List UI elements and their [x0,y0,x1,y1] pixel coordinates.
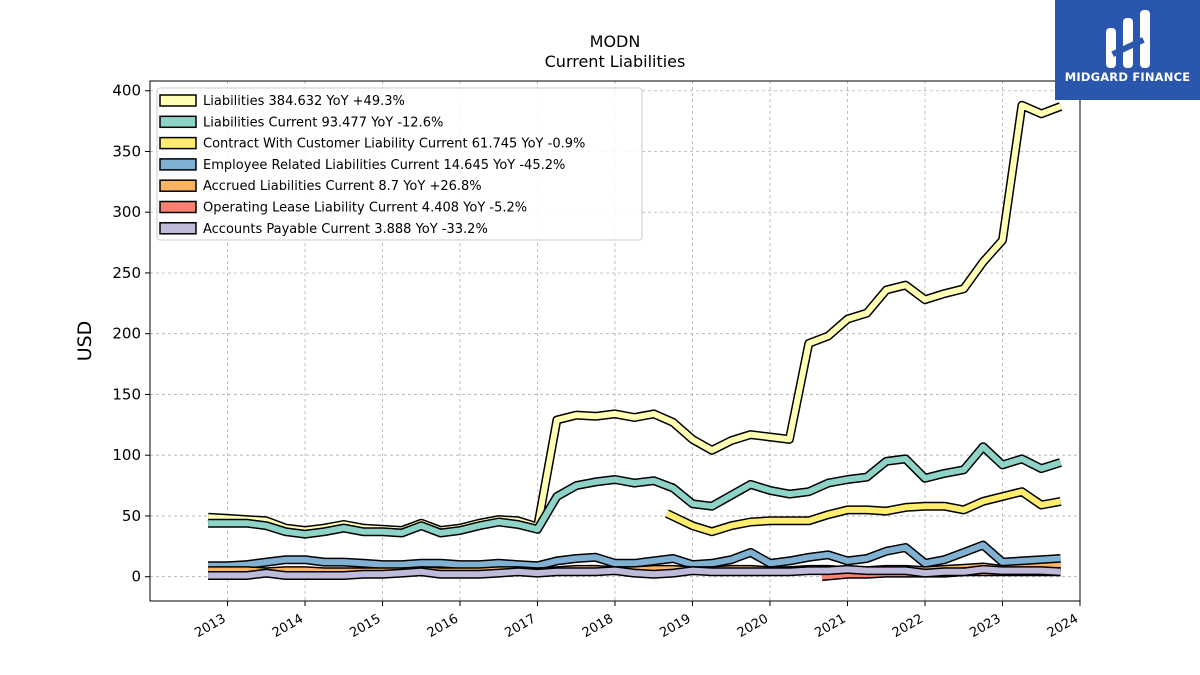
legend-box [156,87,643,241]
midgard-logo-icon [1106,10,1150,68]
series-1 [208,442,1062,539]
legend-label: Operating Lease Liability Current 4.408 … [203,201,527,216]
legend-label: Contract With Customer Liability Current… [203,137,585,152]
brand-logo: MIDGARD FINANCE [1055,0,1200,100]
y-tick-label: 300 [112,203,141,221]
legend-swatch [159,200,197,214]
legend-swatch [159,94,197,107]
y-tick-label: 150 [112,385,141,403]
legend-label: Liabilities Current 93.477 YoY -12.6% [203,115,443,130]
y-tick-label: 250 [112,264,141,282]
y-tick-label: 100 [112,446,141,464]
legend-swatch [159,158,197,171]
legend-swatch [159,179,197,192]
series-6 [208,564,1061,580]
legend-label: Accounts Payable Current 3.888 YoY -33.2… [203,222,488,237]
legend-swatch [159,136,197,150]
y-tick-label: 0 [131,568,141,586]
legend-label: Liabilities 384.632 YoY +49.3% [203,94,405,109]
brand-name: MIDGARD FINANCE [1064,70,1191,84]
legend: Liabilities 384.632 YoY +49.3% Liabilitie… [156,87,643,241]
chart-title: MODN [590,32,641,51]
series-line [208,566,1061,579]
series-line [208,443,1062,538]
y-axis-label: USD [74,321,96,362]
series-3 [208,540,1061,571]
series-line [665,488,1062,535]
y-tick-label: 400 [112,82,141,100]
series-layer [207,100,1063,582]
y-tick-label: 350 [112,142,141,160]
series-line [208,542,1061,569]
legend-label: Employee Related Liabilities Current 14.… [203,158,565,173]
y-axis-ticks: 0 50 100 150 200 250 300 350 400 [112,82,150,586]
y-tick-label: 200 [112,325,141,343]
chart-subtitle: Current Liabilities [545,52,686,71]
legend-label: Accrued Liabilities Current 8.7 YoY +26.… [203,179,482,194]
series-2 [664,487,1062,537]
legend-swatch [159,115,197,129]
y-tick-label: 50 [122,507,141,525]
legend-swatch [159,222,197,235]
